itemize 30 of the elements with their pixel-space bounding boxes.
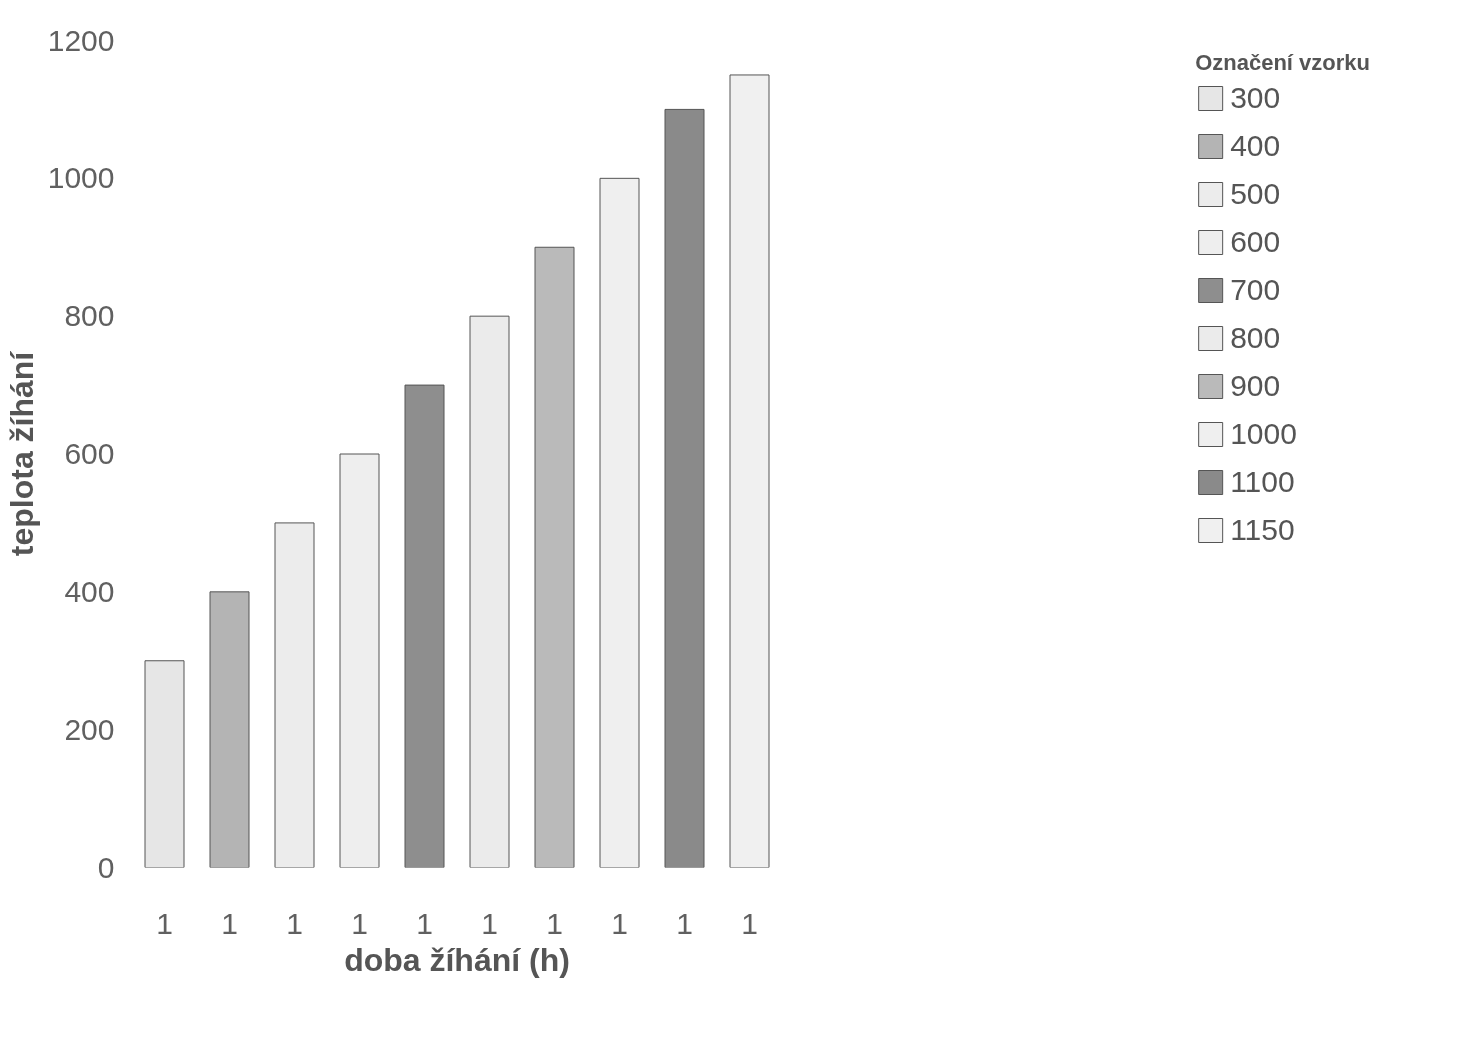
legend-label: 1100 (1230, 465, 1295, 499)
legend-label: 900 (1230, 369, 1281, 403)
legend-label: 600 (1230, 225, 1281, 259)
x-tick-label: 1 (286, 906, 303, 940)
legend-title: Označení vzorku (1195, 50, 1370, 76)
legend-label: 1150 (1230, 513, 1295, 547)
x-axis-title: doba žíhání (h) (344, 941, 570, 978)
legend-label: 500 (1230, 177, 1281, 211)
y-tick-label: 800 (64, 299, 115, 333)
y-axis-title: teplota žíhání (3, 350, 40, 557)
y-tick-label: 600 (64, 437, 115, 470)
x-tick-label: 1 (481, 906, 498, 940)
x-tick-label: 1 (611, 906, 628, 940)
x-tick-label: 1 (416, 906, 433, 940)
y-tick-label: 1200 (47, 23, 115, 57)
legend-label: 1000 (1230, 417, 1297, 451)
y-tick-label: 400 (64, 574, 115, 608)
x-tick-label: 1 (741, 906, 758, 940)
legend-label: 800 (1230, 321, 1281, 355)
legend-label: 400 (1230, 129, 1281, 163)
x-tick-label: 1 (221, 906, 238, 940)
x-tick-label: 1 (546, 906, 563, 940)
legend-label: 700 (1230, 273, 1281, 307)
legend-label: 300 (1230, 81, 1281, 115)
y-tick-label: 1000 (47, 161, 115, 195)
x-tick-label: 1 (156, 906, 173, 940)
x-tick-label: 1 (351, 906, 368, 940)
x-tick-label: 1 (676, 906, 693, 940)
y-tick-label: 200 (64, 712, 115, 746)
y-tick-label: 0 (97, 850, 115, 884)
